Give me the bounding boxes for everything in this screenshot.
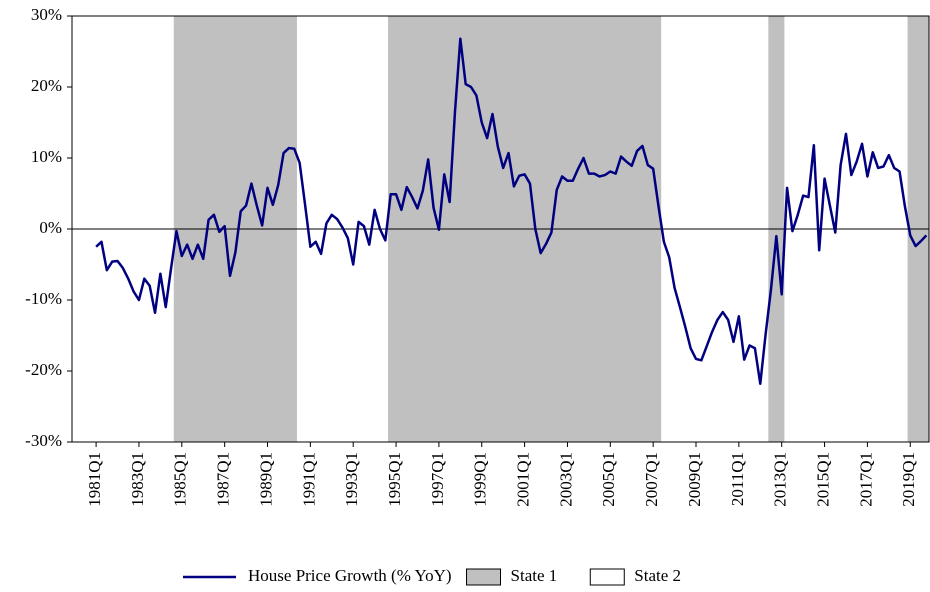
legend-label: State 2 — [634, 566, 681, 585]
legend-swatch — [466, 568, 502, 586]
x-tick-label: 2013Q1 — [771, 452, 790, 507]
x-tick-label: 1999Q1 — [471, 452, 490, 507]
x-tick-label: 1995Q1 — [385, 452, 404, 507]
x-tick-label: 1981Q1 — [85, 452, 104, 507]
legend-swatch — [589, 568, 625, 586]
x-tick-label: 2003Q1 — [556, 452, 575, 507]
y-tick-label: 30% — [31, 5, 62, 24]
x-tick-label: 2007Q1 — [642, 452, 661, 507]
x-tick-label: 1997Q1 — [428, 452, 447, 507]
x-tick-label: 2001Q1 — [514, 452, 533, 507]
x-tick-label: 1991Q1 — [299, 452, 318, 507]
y-tick-label: 20% — [31, 76, 62, 95]
x-tick-label: 2005Q1 — [599, 452, 618, 507]
x-tick-label: 2017Q1 — [856, 452, 875, 507]
plot-frame — [71, 15, 930, 443]
y-tick-label: -10% — [25, 289, 62, 308]
y-tick-label: -20% — [25, 360, 62, 379]
legend-label: State 1 — [511, 566, 558, 585]
x-tick-label: 1987Q1 — [214, 452, 233, 507]
x-tick-label: 1985Q1 — [171, 452, 190, 507]
x-tick-label: 1993Q1 — [342, 452, 361, 507]
x-tick-label: 2015Q1 — [813, 452, 832, 507]
x-tick-label: 1989Q1 — [256, 452, 275, 507]
legend: House Price Growth (% YoY) State 1 State 2 — [183, 566, 681, 586]
y-tick-label: -30% — [25, 431, 62, 450]
x-tick-label: 2011Q1 — [728, 452, 747, 506]
series-line — [95, 37, 928, 386]
x-tick-label: 2009Q1 — [685, 452, 704, 507]
legend-label: House Price Growth (% YoY) — [248, 566, 452, 585]
y-tick-label: 0% — [39, 218, 62, 237]
y-tick-label: 10% — [31, 147, 62, 166]
x-tick-label: 1983Q1 — [128, 452, 147, 507]
x-tick-label: 2019Q1 — [899, 452, 918, 507]
